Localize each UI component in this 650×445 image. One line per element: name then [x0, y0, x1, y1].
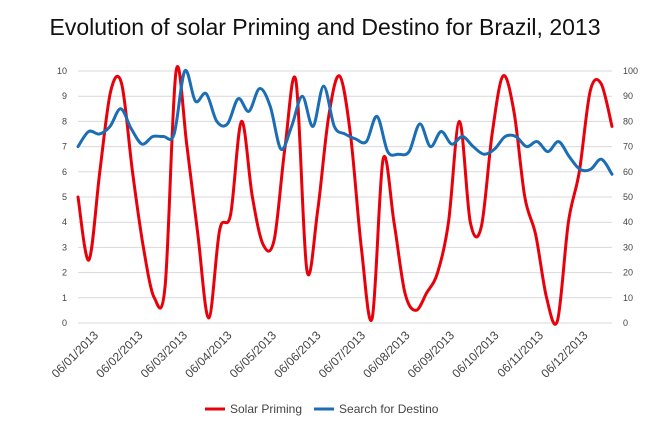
- gridlines: [78, 70, 612, 324]
- y2-tick-label: 20: [623, 268, 633, 278]
- y-tick-label: 1: [62, 293, 67, 303]
- x-tick-label: 06/05/2013: [227, 328, 280, 381]
- left-axis-ticks: 0 1 2 3 4 5 6 7 8 9 10: [57, 66, 67, 328]
- x-tick-label: 06/06/2013: [271, 328, 324, 381]
- x-tick-label: 06/10/2013: [449, 328, 502, 381]
- y2-tick-label: 60: [623, 167, 633, 177]
- y-tick-label: 6: [62, 167, 67, 177]
- y2-tick-label: 10: [623, 293, 633, 303]
- series-line-search-for-destino: [76, 69, 614, 176]
- y2-tick-label: 40: [623, 217, 633, 227]
- y2-tick-label: 0: [623, 318, 628, 328]
- chart-title: Evolution of solar Priming and Destino f…: [49, 14, 601, 40]
- legend-label-search-for-destino: Search for Destino: [339, 402, 439, 416]
- right-axis-ticks: 0 10 20 30 40 50 60 70 80 90 100: [623, 66, 638, 328]
- y-tick-label: 4: [62, 217, 67, 227]
- legend-label-solar-priming: Solar Priming: [230, 402, 302, 416]
- y-tick-label: 7: [62, 142, 67, 152]
- x-tick-label: 06/07/2013: [316, 328, 369, 381]
- x-tick-label: 06/08/2013: [360, 328, 413, 381]
- y2-tick-label: 90: [623, 91, 633, 101]
- y-tick-label: 2: [62, 268, 67, 278]
- y-tick-label: 0: [62, 318, 67, 328]
- series-lines: [76, 65, 614, 326]
- x-tick-label: 06/04/2013: [182, 328, 235, 381]
- y2-tick-label: 30: [623, 242, 633, 252]
- legend: Solar Priming Search for Destino: [205, 402, 439, 416]
- y2-tick-label: 80: [623, 116, 633, 126]
- y-tick-label: 10: [57, 66, 67, 76]
- y-tick-label: 9: [62, 91, 67, 101]
- series-line-solar-priming: [76, 65, 614, 326]
- x-tick-label: 06/02/2013: [93, 328, 146, 381]
- x-tick-label: 06/09/2013: [405, 328, 458, 381]
- y-tick-label: 8: [62, 116, 67, 126]
- y2-tick-label: 70: [623, 142, 633, 152]
- y-tick-label: 5: [62, 192, 67, 202]
- y2-tick-label: 100: [623, 66, 638, 76]
- x-tick-label: 06/01/2013: [49, 328, 102, 381]
- x-axis-ticks: 06/01/201306/02/201306/03/201306/04/2013…: [49, 328, 591, 381]
- y2-tick-label: 50: [623, 192, 633, 202]
- y-tick-label: 3: [62, 242, 67, 252]
- x-tick-label: 06/12/2013: [538, 328, 591, 381]
- x-tick-label: 06/03/2013: [138, 328, 191, 381]
